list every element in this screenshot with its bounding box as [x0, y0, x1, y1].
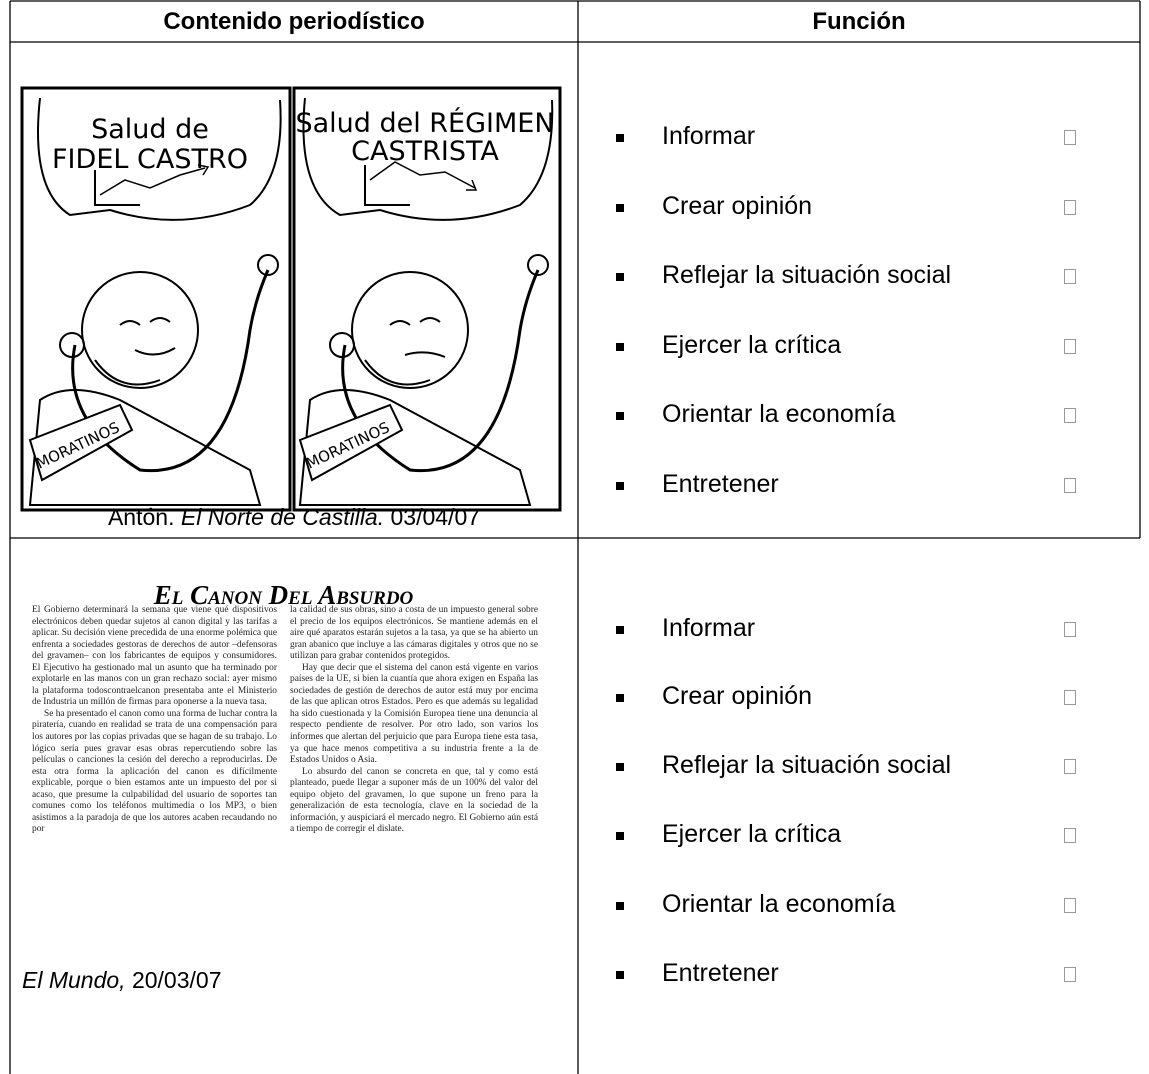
bullet	[616, 626, 624, 634]
function-option: Ejercer la crítica	[662, 331, 842, 359]
checkbox[interactable]	[1064, 967, 1076, 982]
bullet	[616, 204, 624, 212]
bullet	[616, 482, 624, 490]
function-option: Orientar la economía	[662, 890, 896, 918]
caption: El Mundo, 20/03/07	[22, 967, 221, 994]
bubble-text: CASTRISTA	[351, 136, 499, 167]
checkbox[interactable]	[1064, 339, 1076, 354]
caption-date: 03/04/07	[390, 504, 481, 530]
bullet	[616, 971, 624, 979]
header-cell: Función	[812, 8, 906, 35]
checkbox[interactable]	[1064, 828, 1076, 843]
bullet	[616, 134, 624, 142]
caption-date: 20/03/07	[131, 967, 222, 993]
function-option: Ejercer la crítica	[662, 820, 842, 848]
bullet	[616, 412, 624, 420]
function-option: Crear opinión	[662, 682, 813, 710]
article-paragraph: Se ha presentado el canon como una forma…	[32, 708, 277, 835]
function-option: Informar	[662, 122, 756, 150]
caption-source: El Mundo,	[22, 967, 126, 993]
bullet	[616, 763, 624, 771]
panel	[292, 86, 562, 512]
function-option: Informar	[662, 614, 756, 642]
checkbox[interactable]	[1064, 269, 1076, 284]
bubble-text: Salud del RÉGIMEN	[295, 107, 554, 139]
panel	[20, 86, 292, 512]
bullet	[616, 343, 624, 351]
article-paragraph: El Gobierno determinará la semana que vi…	[32, 605, 277, 708]
bullet	[616, 902, 624, 910]
article-paragraph: la calidad de sus obras, sino a costa de…	[290, 605, 538, 662]
function-option: Reflejar la situación social	[662, 751, 952, 779]
article-paragraph: Hay que decir que el sistema del canon e…	[290, 662, 538, 766]
function-option: Entretener	[662, 959, 779, 987]
checkbox[interactable]	[1064, 200, 1076, 215]
function-option: Entretener	[662, 470, 779, 498]
caption: Antón. El Norte de Castilla. 03/04/07	[10, 504, 578, 531]
article-paragraph: Lo absurdo del canon se concreta en que,…	[290, 766, 538, 835]
checkbox[interactable]	[1064, 898, 1076, 913]
checkbox[interactable]	[1064, 478, 1076, 493]
checkbox[interactable]	[1064, 130, 1076, 145]
function-option: Orientar la economía	[662, 400, 896, 428]
checkbox[interactable]	[1064, 408, 1076, 423]
checkbox[interactable]	[1064, 622, 1076, 637]
function-option: Reflejar la situación social	[662, 261, 952, 289]
function-option: Crear opinión	[662, 192, 813, 220]
bubble-text: FIDEL CASTRO	[52, 144, 248, 175]
article-column: la calidad de sus obras, sino a costa de…	[290, 605, 538, 836]
cartoon	[20, 86, 562, 512]
bullet	[616, 273, 624, 281]
caption-source: El Norte de Castilla.	[180, 504, 385, 530]
bubble-text: Salud de	[91, 114, 209, 145]
article-column: El Gobierno determinará la semana que vi…	[32, 605, 277, 836]
bullet	[616, 694, 624, 702]
header-cell: Contenido periodístico	[163, 8, 425, 35]
checkbox[interactable]	[1064, 759, 1076, 774]
bullet	[616, 832, 624, 840]
caption-author: Antón.	[107, 504, 175, 530]
checkbox[interactable]	[1064, 690, 1076, 705]
article-headline: El Canon Del Absurdo	[153, 580, 414, 610]
